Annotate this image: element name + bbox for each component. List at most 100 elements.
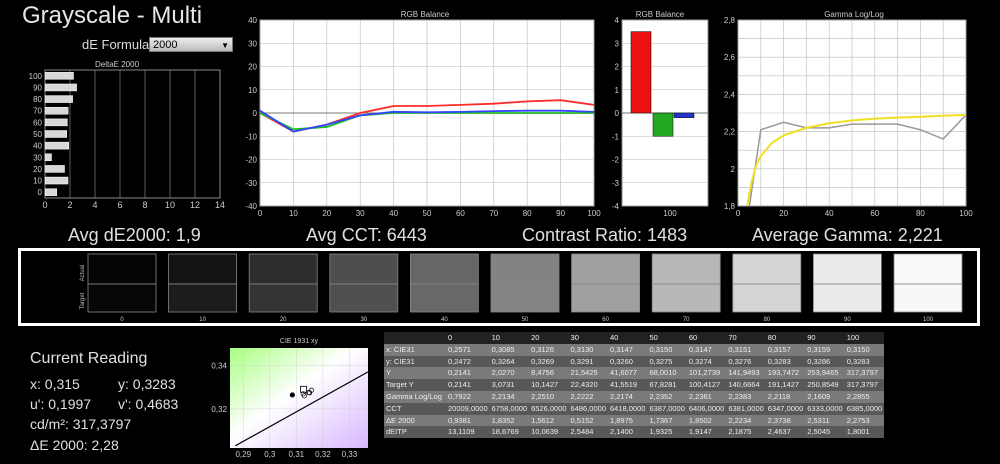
actual-swatch xyxy=(732,253,802,285)
table-cell: 40 xyxy=(607,332,648,344)
cie-current-point xyxy=(290,392,295,397)
table-row: y: CIE31 0,2472 0,3264 0,3269 0,3291 0,3260 0,… xyxy=(384,355,885,368)
table-cell: y: CIE31 xyxy=(384,355,446,368)
table-cell: 0,3085 xyxy=(489,343,530,356)
rgb-line-x-tick: 0 xyxy=(258,209,263,218)
gamma-x-tick: 100 xyxy=(959,209,973,218)
gamma-x-tick: 60 xyxy=(870,209,879,218)
table-cell: 2,2361 xyxy=(686,390,727,403)
deltae-bar xyxy=(44,176,69,185)
rgb-bar-y-tick: -1 xyxy=(612,132,620,141)
deltae-bar xyxy=(44,153,52,162)
deltae-chart-title: DeltaE 2000 xyxy=(95,60,140,69)
gamma-chart-title: Gamma Log/Log xyxy=(824,10,884,19)
cie-target-square xyxy=(300,385,307,393)
table-cell: 2,2222 xyxy=(568,390,608,403)
table-cell: 0,3130 xyxy=(568,343,608,356)
target-swatch xyxy=(651,283,721,313)
table-cell: 30 xyxy=(568,332,608,344)
table-cell: 2,2174 xyxy=(607,390,648,403)
reading-cd: cd/m²: 317,3797 xyxy=(30,416,132,432)
table-cell: 6381,0000 xyxy=(726,402,766,415)
swatch-level-label: 100 xyxy=(923,317,934,323)
table-cell: 250,8549 xyxy=(805,379,845,391)
gamma-chart: Gamma Log/Log 2,8 2,6 2,4 2,2 2 1,8 0 20 40 60 80… xyxy=(724,10,973,218)
table-cell: 101,2739 xyxy=(686,367,727,380)
actual-swatch xyxy=(248,253,318,285)
table-cell: 2,2352 xyxy=(647,390,687,403)
table-cell: 1,7367 xyxy=(647,414,687,427)
rgb-bar-y-tick: 1 xyxy=(615,86,620,95)
table-cell: 3,0731 xyxy=(489,379,530,391)
table-cell: 13,1109 xyxy=(446,426,490,439)
table-cell: 0,2571 xyxy=(446,343,490,356)
table-cell: 193,7472 xyxy=(765,367,806,380)
grayscale-swatch-strip: Actual Target 0 10 20 30 40 50 60 70 80 90 100 xyxy=(18,248,980,326)
rgb-line-x-tick: 80 xyxy=(523,209,532,218)
table-cell: 2,1609 xyxy=(805,390,845,403)
table-cell: 317,3797 xyxy=(844,367,885,380)
rgb-bar-y-tick: 4 xyxy=(615,16,620,25)
table-cell: 6486,0000 xyxy=(568,402,608,415)
rgb-line-x-tick: 60 xyxy=(456,209,465,218)
table-cell: 1,8502 xyxy=(686,414,727,427)
rgb-bar-y-tick: 0 xyxy=(615,109,620,118)
rgb-bar-y-tick: 3 xyxy=(615,39,620,48)
rgb-line-y-tick: -30 xyxy=(245,179,257,188)
table-cell: 2,0270 xyxy=(489,367,530,380)
table-cell: 0,3260 xyxy=(607,355,648,368)
rgb-line-x-tick: 10 xyxy=(289,209,298,218)
table-cell: 2,2855 xyxy=(844,390,885,403)
rgb-line-series xyxy=(259,109,595,133)
rgb-line-y-tick: -40 xyxy=(245,202,257,211)
actual-swatch xyxy=(87,253,157,285)
page-title: Grayscale - Multi xyxy=(22,2,203,29)
table-cell: 6347,0000 xyxy=(765,402,806,415)
table-cell: 1,8001 xyxy=(844,426,885,439)
gamma-y-tick: 2,2 xyxy=(724,128,736,137)
rgb-bar xyxy=(652,112,674,137)
deltae-y-tick: 40 xyxy=(33,142,42,151)
actual-swatch xyxy=(893,253,963,285)
table-cell: 0,3147 xyxy=(607,343,648,356)
table-cell: 6526,0000 xyxy=(529,402,569,415)
table-cell: 0,3159 xyxy=(805,343,845,356)
deltae-x-tick: 14 xyxy=(215,200,225,208)
swatch-level-label: 90 xyxy=(844,317,851,323)
actual-swatch xyxy=(409,253,479,285)
table-cell: 2,2134 xyxy=(489,390,530,403)
actual-swatch xyxy=(168,253,238,285)
de-formula-select[interactable]: 2000 ▼ xyxy=(149,37,233,52)
swatch-level-label: 10 xyxy=(199,317,206,323)
table-cell: 2,5484 xyxy=(568,426,608,439)
table-cell: 0 xyxy=(446,332,490,344)
cie-y-tick: 0,34 xyxy=(211,361,227,370)
table-cell: 100 xyxy=(844,332,885,344)
table-cell: 0,2472 xyxy=(446,355,490,368)
table-row: CCT 20009,0000 6758,0000 6526,0000 6486,0000… xyxy=(384,402,885,415)
rgb-bar-y-tick: -3 xyxy=(612,179,620,188)
rgb-line-x-tick: 100 xyxy=(587,209,601,218)
table-cell: 0,3291 xyxy=(568,355,608,368)
table-cell: Y xyxy=(384,367,446,380)
table-cell: 20009,0000 xyxy=(446,402,490,415)
gamma-x-tick: 0 xyxy=(736,209,741,218)
swatch-level-label: 20 xyxy=(280,317,287,323)
rgb-line-x-tick: 20 xyxy=(322,209,331,218)
table-cell: 2,2234 xyxy=(726,414,766,427)
table-cell: 10 xyxy=(489,332,530,344)
rgb-bar-y-tick: -2 xyxy=(612,156,620,165)
deltae-x-tick: 0 xyxy=(42,200,47,208)
table-row: 0 10 20 30 40 50 60 70 80 90 100 xyxy=(384,332,885,344)
table-cell: 2,5045 xyxy=(805,426,845,439)
reading-de: ΔE 2000: 2,28 xyxy=(30,437,119,453)
deltae-bar xyxy=(44,141,69,150)
table-cell: 0,3283 xyxy=(844,355,885,368)
rgb-balance-bar-chart: RGB Balance 4 3 2 1 0 -1 -2 -3 -4 100 xyxy=(612,10,709,218)
table-cell: 20 xyxy=(529,332,569,344)
table-cell: 22,4320 xyxy=(568,379,608,391)
rgb-bar xyxy=(673,112,695,118)
table-cell: 6406,0000 xyxy=(686,402,727,415)
gamma-y-tick: 2,6 xyxy=(724,53,736,62)
rgb-line-x-tick: 90 xyxy=(556,209,565,218)
